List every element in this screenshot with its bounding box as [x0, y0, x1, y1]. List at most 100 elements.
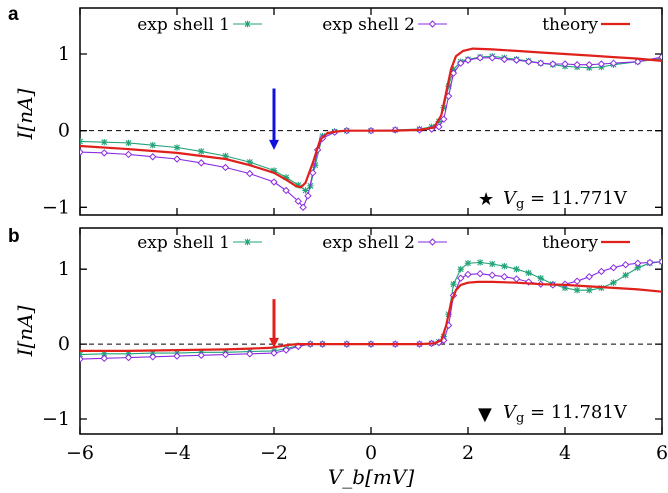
panel-a-series-exp-shell-2-point	[294, 197, 302, 205]
panel-b-series-exp-shell-2-point	[124, 353, 133, 362]
panel-a-ytick-label: −1	[42, 196, 70, 218]
panel-b-series-exp-shell-2-point	[585, 272, 593, 281]
panel-b-series-exp-shell-1-point	[149, 349, 156, 357]
panel-a-series-exp-shell-1-line	[80, 55, 662, 192]
panel-a-series-exp-shell-2-point	[512, 56, 521, 64]
panel-a-series-exp-shell-2-point	[282, 186, 290, 195]
panel-a-series-exp-shell-2-point	[457, 59, 465, 67]
panel-a-series-exp-shell-1-point	[80, 138, 84, 145]
panel-a-arrow	[269, 88, 279, 150]
panel-b-series-exp-shell-1-point	[586, 286, 593, 294]
panel-b-series-exp-shell-2-point	[221, 350, 230, 359]
panel-b-series-exp-shell-2-point	[149, 353, 157, 361]
panel-b-series-exp-shell-1-point	[610, 279, 617, 286]
panel-b-series-exp-shell-1-point	[464, 260, 472, 267]
panel-a-vg-text: Vg = 11.771V	[503, 188, 628, 212]
panel-b-xtick-label: 2	[462, 442, 474, 464]
panel-b-arrow	[269, 299, 279, 348]
panel-a-series-exp-shell-2-point	[149, 153, 157, 161]
panel-a-series-exp-shell-1-point	[246, 158, 253, 166]
panel-b-series-exp-shell-2-point	[476, 269, 484, 278]
panel-b-vg-annotation: ▼ Vg = 11.781V	[478, 402, 628, 426]
panel-b-legend: exp shell 1 exp shell 2 theory	[137, 233, 630, 253]
panel-a-series-exp-shell-2-point	[549, 60, 557, 68]
panel-a-plot-area: −1 0 1	[42, 8, 663, 218]
panel-b-xtick-label: −2	[260, 442, 288, 464]
panel-a-series-exp-shell-2-point	[124, 150, 133, 159]
panel-b-xtick-label: 6	[656, 442, 668, 464]
panel-a-legend: exp shell 1 exp shell 2 theory	[137, 15, 630, 35]
panel-b-series-exp-shell-1-point	[634, 264, 641, 271]
panel-b-series-exp-shell-1-point	[101, 350, 108, 358]
panel-a-series-exp-shell-1-point	[222, 152, 229, 160]
panel-b-triangle-symbol: ▼	[478, 404, 492, 425]
panel-a-vg-annotation: ★ Vg = 11.771V	[478, 188, 628, 212]
panel-b-series-exp-shell-2-point	[500, 272, 509, 281]
panel-b-series-exp-shell-2-point	[457, 274, 465, 282]
panel-b-vg-text: Vg = 11.781V	[503, 402, 628, 426]
panel-b-ytick-label: 1	[58, 258, 70, 280]
panel-a-series-exp-shell-2-point	[440, 115, 448, 123]
panel-a-legend-swatch-shell1	[233, 20, 262, 28]
panel-b-series-exp-shell-2-point	[282, 346, 290, 354]
panel-a: a −1 0 1 exp shell 1 exp shell 2 theory ★ …	[8, 4, 663, 218]
panel-a-frame	[79, 7, 663, 216]
panel-b-series-exp-shell-2-point	[573, 277, 581, 285]
panel-a-series-exp-shell-2-point	[634, 57, 642, 66]
panel-b-series-exp-shell-2-point	[512, 275, 521, 283]
panel-a-ytick-label: 0	[58, 120, 70, 142]
panel-a-legend-swatch-shell2	[418, 20, 447, 28]
panel-a-series-exp-shell-2-point	[597, 60, 606, 68]
panel-b-plot-area: −1 0 1 −6 −4 −2 0 2 4 6	[42, 228, 668, 464]
panel-b-legend-label-shell2: exp shell 2	[322, 233, 415, 253]
panel-a-ytick-label: 1	[58, 43, 70, 65]
panel-a-series-exp-shell-2-point	[585, 61, 593, 69]
panel-a-series-exp-shell-2-point	[309, 169, 317, 177]
panel-b-series-exp-shell-2-point	[197, 351, 205, 360]
panel-a-series-exp-shell-2-point	[80, 148, 84, 156]
panel-b-legend-label-theory: theory	[542, 233, 598, 253]
panel-a-series-theory-line	[80, 47, 662, 189]
panel-b-letter: b	[8, 226, 20, 247]
panel-b-legend-marker-exp-shell-2	[428, 238, 437, 246]
panel-b-series-exp-shell-2-point	[609, 263, 618, 272]
panel-a-series-exp-shell-2-point	[524, 57, 533, 66]
panel-a-series-exp-shell-2-point	[476, 54, 484, 62]
panel-b-series-exp-shell-2-point	[488, 271, 496, 279]
panel-b-series-exp-shell-1-point	[525, 269, 532, 277]
panel-a-vg-value: = 11.771V	[524, 188, 628, 209]
panel-b-series-exp-shell-1-point	[457, 266, 464, 273]
panel-a-series-exp-shell-1-point	[270, 167, 278, 174]
panel-a-vg-subscript: g	[516, 197, 524, 212]
panel-b-series-exp-shell-1-point	[440, 333, 447, 340]
panel-a-series-exp-shell-2-point	[537, 59, 545, 67]
panel-b-legend-swatch-shell2	[418, 238, 447, 246]
panel-b-series-theory-line	[80, 280, 662, 352]
panel-a-legend-label-shell1: exp shell 1	[137, 15, 230, 35]
panel-b: b −1 0 1 −6 −4 −2 0 2 4 6 exp shell 1 exp shell 2…	[8, 226, 668, 464]
x-axis-title: V_b[mV]	[328, 465, 414, 489]
panel-a-series-exp-shell-2-point	[246, 169, 254, 178]
panel-a-legend-label-shell2: exp shell 2	[322, 15, 415, 35]
panel-b-series-exp-shell-1-point	[501, 263, 508, 270]
panel-a-series-exp-shell-1-point	[302, 187, 309, 194]
panel-a-series-exp-shell-2-point	[609, 59, 618, 67]
panel-a-series-exp-shell-2-point	[658, 53, 662, 61]
panel-b-vg-value: = 11.781V	[524, 402, 628, 423]
panel-a-series-exp-shell-2-point	[435, 123, 443, 131]
panel-b-ytick-label: −1	[42, 408, 70, 430]
panel-a-series-exp-shell-2-point	[173, 155, 181, 163]
panel-a-series-exp-shell-2-point	[304, 192, 312, 200]
panel-a-legend-marker-exp-shell-2	[428, 20, 437, 28]
panel-b-xtick-label: −6	[66, 442, 94, 464]
panel-a-series-exp-shell-1-point	[101, 138, 108, 146]
panel-b-series-exp-shell-2-point	[524, 278, 533, 286]
panel-b-legend-swatch-shell1	[233, 238, 262, 246]
panel-b-series-exp-shell-1-point	[476, 259, 484, 266]
panel-b-series-exp-shell-2-point	[621, 260, 630, 269]
panel-a-ylabel: I[nA]	[13, 88, 37, 140]
panel-a-legend-marker-exp-shell-1	[244, 20, 251, 28]
panel-a-series-exp-shell-1-point	[125, 139, 132, 147]
panel-a-series-exp-shell-1-point	[445, 83, 452, 90]
